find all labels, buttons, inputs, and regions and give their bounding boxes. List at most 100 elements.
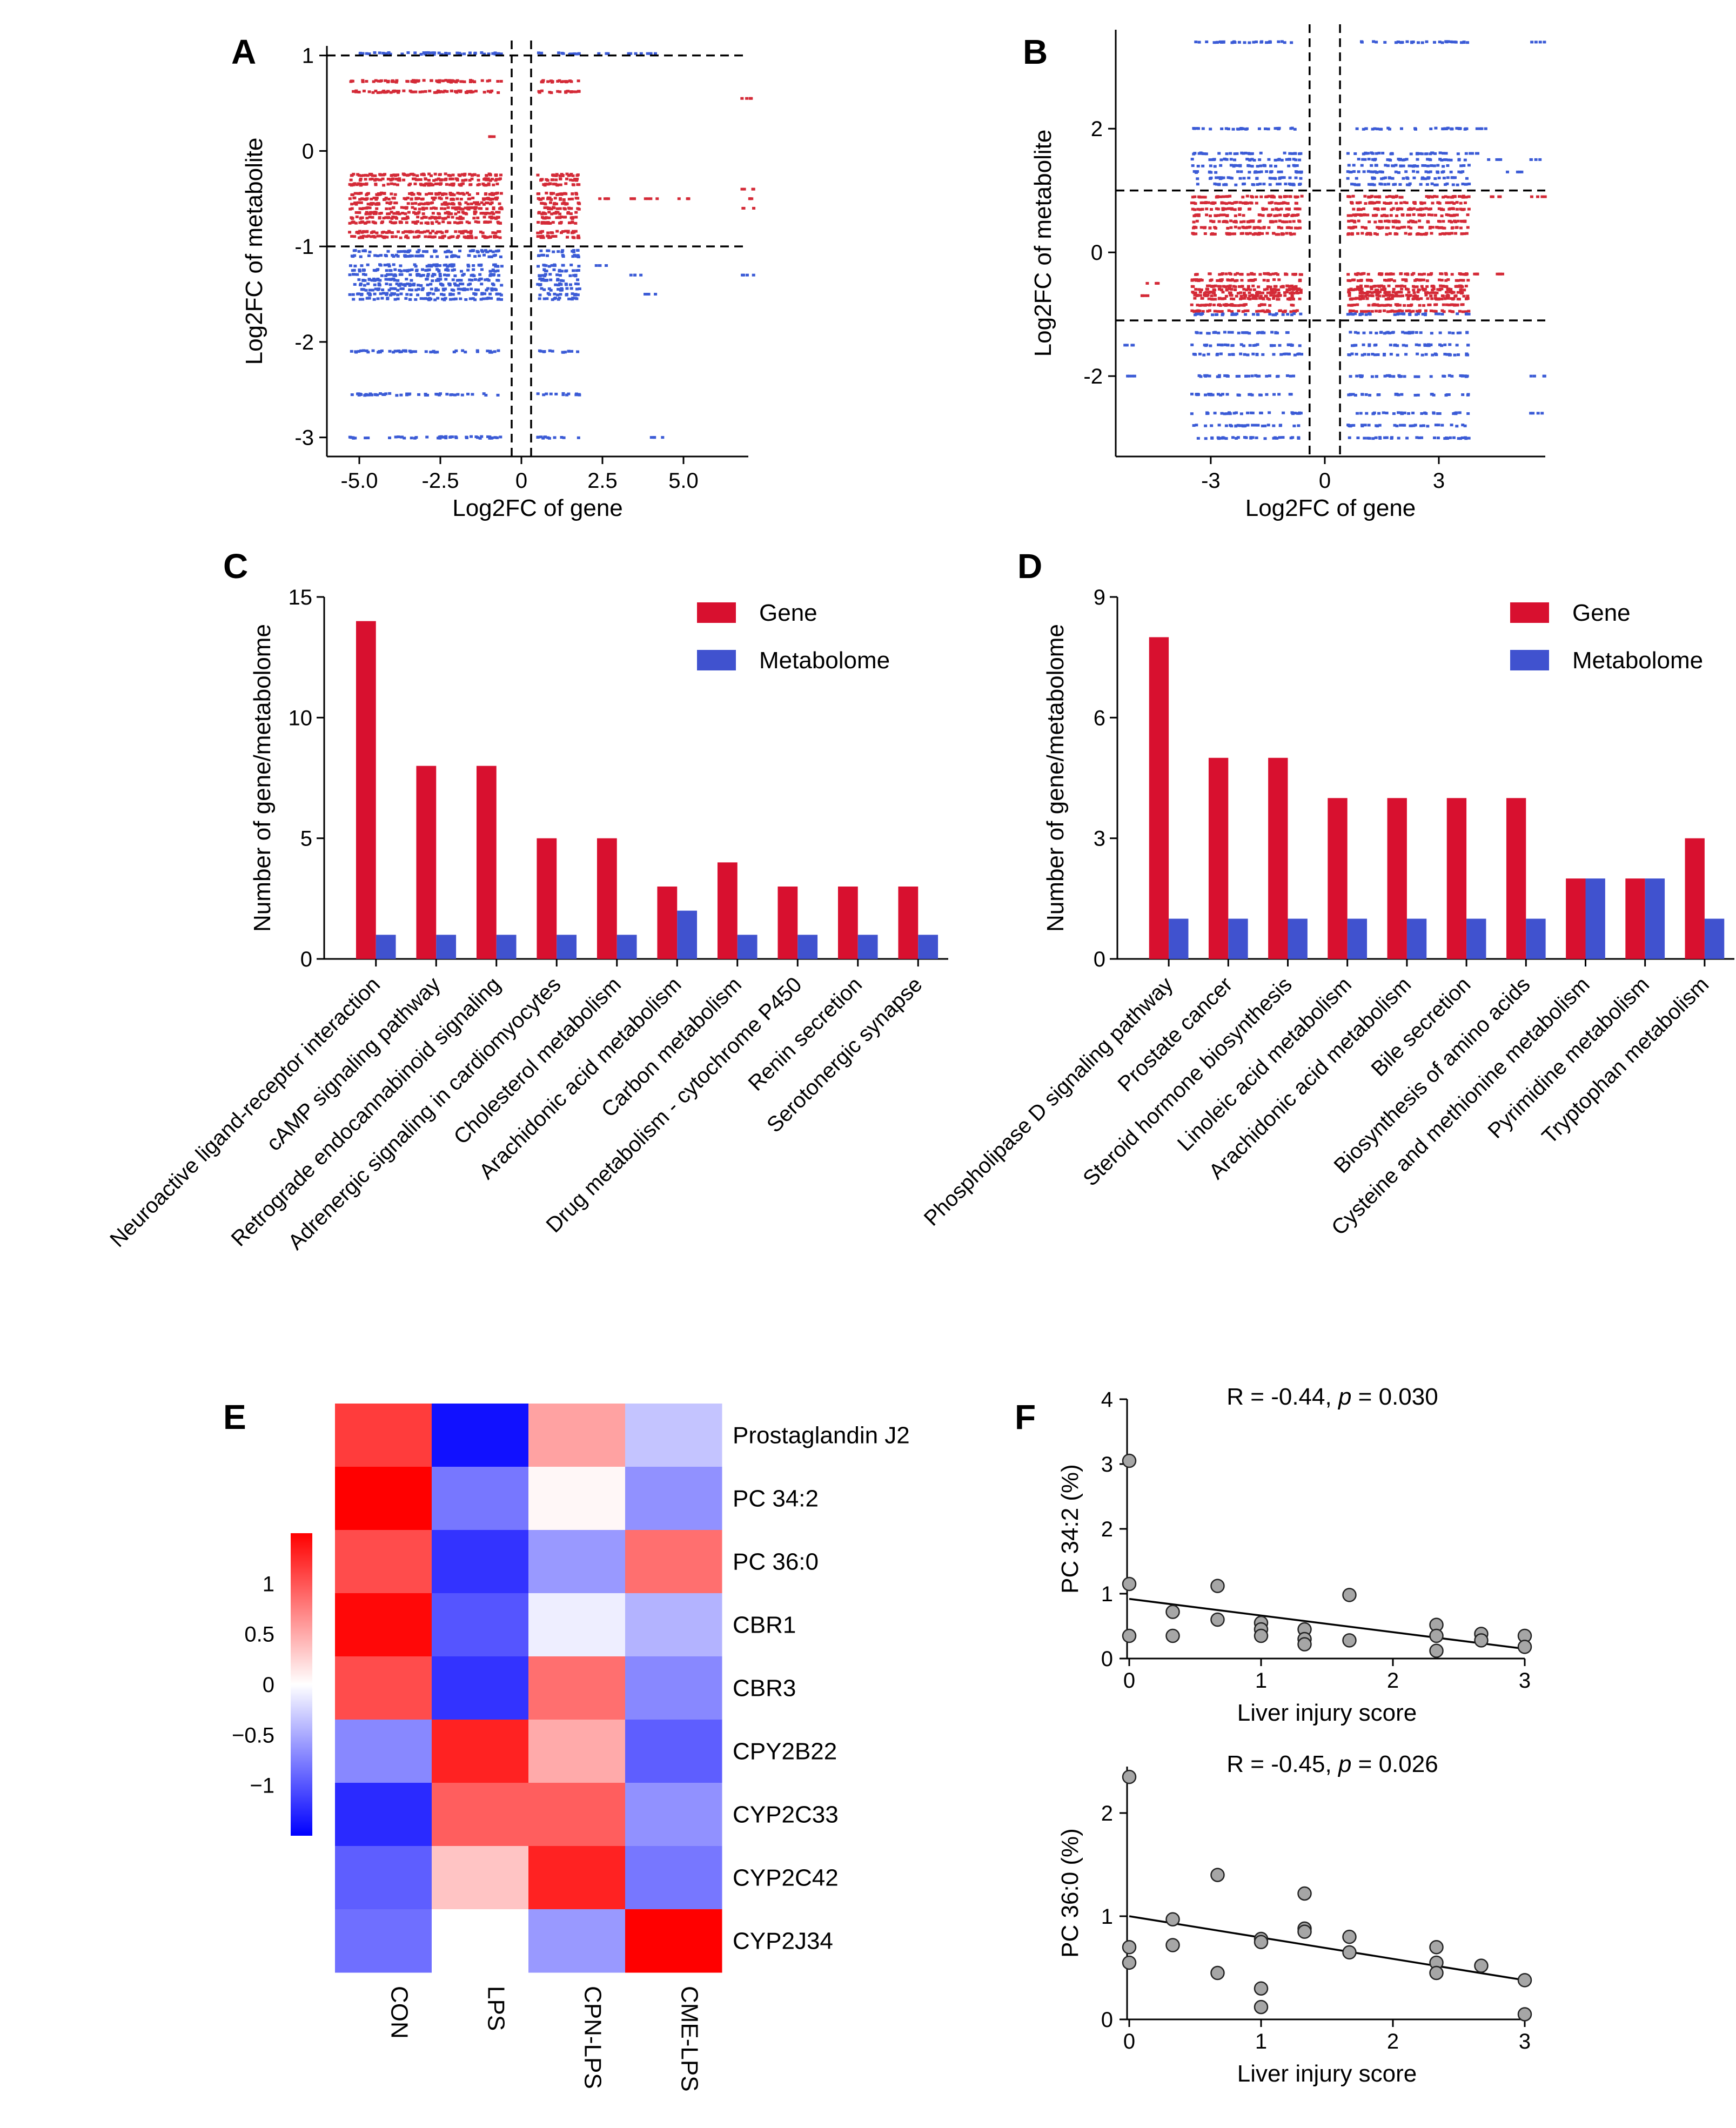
blue-point bbox=[653, 436, 656, 439]
red-point bbox=[1451, 226, 1455, 229]
bar-gene bbox=[1625, 878, 1645, 959]
blue-point bbox=[401, 349, 405, 352]
blue-point bbox=[460, 270, 464, 273]
red-point bbox=[376, 91, 380, 94]
heatmap-cell bbox=[625, 1404, 722, 1467]
blue-point bbox=[1443, 353, 1447, 356]
red-point bbox=[1270, 196, 1274, 199]
blue-point bbox=[1424, 412, 1428, 415]
red-point bbox=[418, 207, 421, 211]
blue-point bbox=[467, 265, 471, 268]
blue-point bbox=[422, 51, 426, 55]
blue-point bbox=[1263, 164, 1267, 167]
red-point bbox=[1208, 309, 1211, 312]
blue-point bbox=[1359, 412, 1363, 415]
blue-point bbox=[1391, 331, 1395, 334]
blue-point bbox=[1389, 344, 1392, 347]
blue-point bbox=[1289, 183, 1292, 186]
red-point bbox=[1359, 279, 1363, 282]
red-point bbox=[450, 212, 453, 216]
red-point bbox=[438, 236, 442, 239]
blue-point bbox=[1209, 164, 1212, 167]
blue-point bbox=[376, 297, 380, 300]
y-tick-label: 1 bbox=[1101, 1905, 1113, 1929]
blue-point bbox=[561, 351, 565, 354]
blue-point bbox=[575, 287, 579, 291]
blue-point bbox=[1205, 40, 1209, 43]
blue-point bbox=[1366, 437, 1370, 440]
blue-point bbox=[1393, 313, 1397, 316]
blue-point bbox=[1215, 183, 1218, 186]
blue-point bbox=[1416, 165, 1419, 168]
red-point bbox=[1467, 207, 1471, 211]
blue-point bbox=[488, 435, 492, 439]
red-point bbox=[1364, 292, 1368, 295]
blue-point bbox=[1430, 182, 1434, 185]
red-point bbox=[1293, 310, 1297, 313]
red-point bbox=[353, 202, 357, 205]
red-point bbox=[487, 172, 491, 176]
red-point bbox=[1255, 293, 1259, 297]
red-point bbox=[1271, 208, 1275, 211]
heatmap-cell bbox=[625, 1656, 722, 1720]
red-point bbox=[1222, 303, 1226, 306]
blue-point bbox=[577, 265, 581, 268]
bar-gene bbox=[1208, 757, 1229, 959]
blue-point bbox=[454, 297, 458, 300]
red-point bbox=[1196, 304, 1199, 307]
blue-point bbox=[1389, 152, 1393, 156]
blue-point bbox=[1443, 158, 1446, 162]
red-point bbox=[562, 216, 566, 219]
red-point bbox=[1263, 310, 1267, 313]
data-point bbox=[1429, 1628, 1444, 1643]
blue-point bbox=[1394, 392, 1398, 395]
red-point bbox=[1455, 226, 1458, 229]
red-point bbox=[1251, 284, 1255, 287]
red-point bbox=[1232, 220, 1236, 224]
red-point bbox=[1225, 214, 1229, 217]
blue-point bbox=[368, 250, 372, 253]
blue-point bbox=[1380, 171, 1384, 174]
blue-point bbox=[1291, 183, 1295, 186]
heatmap-row-label: CYP2J34 bbox=[733, 1928, 833, 1955]
red-point bbox=[357, 231, 360, 234]
blue-point bbox=[357, 278, 361, 281]
blue-point bbox=[1446, 158, 1450, 162]
blue-point bbox=[408, 298, 412, 301]
data-point bbox=[1297, 1637, 1312, 1652]
blue-point bbox=[1529, 374, 1533, 378]
red-point bbox=[430, 207, 433, 210]
blue-point bbox=[406, 283, 410, 286]
red-point bbox=[548, 236, 552, 239]
red-point bbox=[1386, 293, 1390, 297]
blue-point bbox=[1277, 40, 1281, 43]
red-point bbox=[1356, 303, 1359, 306]
blue-point bbox=[386, 263, 390, 266]
red-point bbox=[1234, 279, 1237, 283]
red-point bbox=[386, 90, 390, 93]
red-point bbox=[1375, 304, 1379, 307]
red-point bbox=[1210, 298, 1214, 301]
blue-point bbox=[575, 269, 579, 272]
blue-point bbox=[1367, 424, 1371, 427]
red-point bbox=[1254, 294, 1257, 298]
blue-point bbox=[1442, 152, 1445, 155]
red-point bbox=[1293, 207, 1297, 211]
blue-point bbox=[1388, 331, 1392, 334]
red-point bbox=[1445, 213, 1449, 216]
blue-point bbox=[459, 279, 463, 282]
blue-point bbox=[540, 51, 544, 55]
blue-point bbox=[552, 268, 556, 271]
red-point bbox=[1463, 201, 1467, 204]
red-point bbox=[1435, 195, 1439, 198]
blue-point bbox=[567, 297, 571, 300]
red-point bbox=[1359, 285, 1363, 288]
blue-point bbox=[1245, 127, 1249, 130]
blue-point bbox=[433, 351, 437, 354]
red-point bbox=[392, 212, 396, 215]
red-point bbox=[379, 192, 383, 196]
blue-point bbox=[471, 297, 475, 300]
blue-point bbox=[1373, 353, 1377, 357]
red-point bbox=[1386, 310, 1390, 313]
